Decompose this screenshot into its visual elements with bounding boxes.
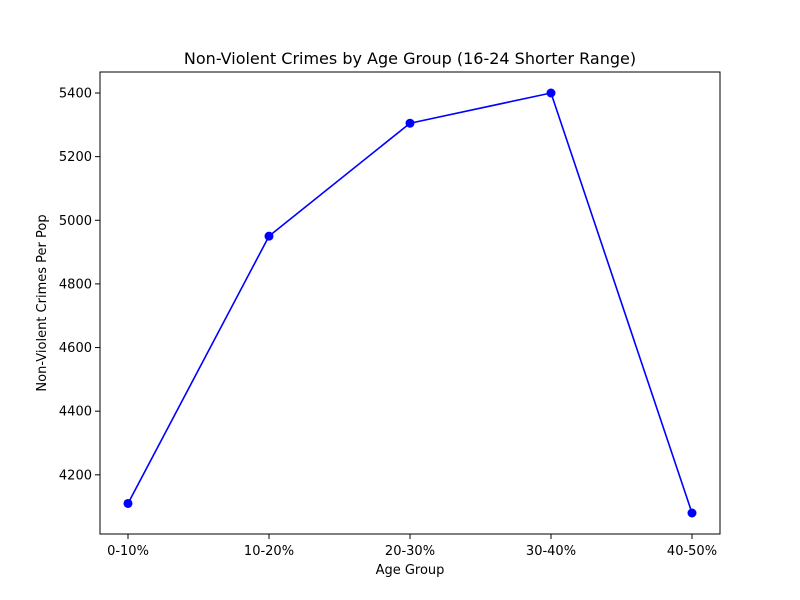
chart-title: Non-Violent Crimes by Age Group (16-24 S… (184, 49, 636, 68)
y-tick-label: 5000 (59, 214, 92, 229)
data-point (687, 508, 697, 518)
x-tick-label: 10-20% (244, 544, 294, 559)
x-axis-label: Age Group (376, 563, 445, 578)
y-tick-label: 4200 (59, 468, 92, 483)
data-point (405, 118, 415, 128)
y-tick-label: 5200 (59, 150, 92, 165)
y-tick-label: 4600 (59, 341, 92, 356)
y-tick-label: 4800 (59, 277, 92, 292)
series-layer (123, 88, 697, 518)
x-tick-label: 20-30% (385, 544, 435, 559)
x-tick-label: 40-50% (667, 544, 717, 559)
data-point (546, 88, 556, 98)
y-axis-label: Non-Violent Crimes Per Pop (35, 214, 50, 391)
data-point (123, 498, 133, 508)
data-point (264, 231, 274, 241)
y-tick-label: 5400 (59, 87, 92, 102)
x-tick-label: 0-10% (107, 544, 149, 559)
y-tick-label: 4400 (59, 405, 92, 420)
y-axis: 4200 4400 4600 4800 5000 5200 5400 (59, 87, 100, 483)
x-tick-label: 30-40% (526, 544, 576, 559)
x-axis: 0-10% 10-20% 20-30% 30-40% 40-50% (107, 534, 717, 559)
